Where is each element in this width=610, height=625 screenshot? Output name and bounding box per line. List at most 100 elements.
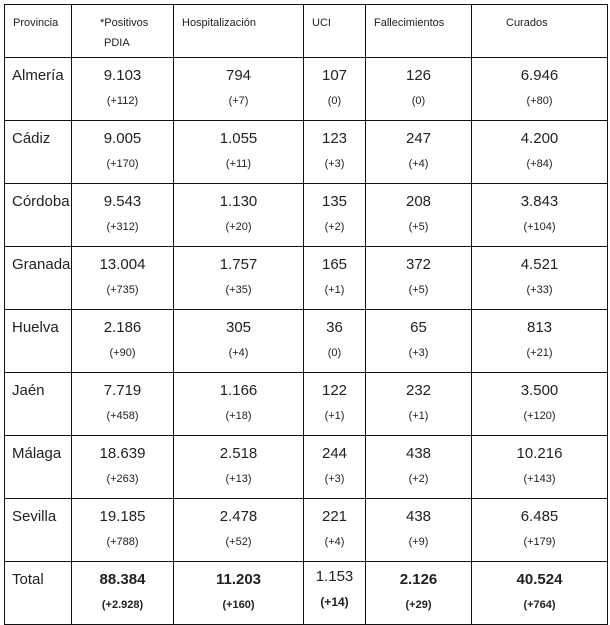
hospitalizacion-change: (+4) [228,347,249,359]
uci-change: (+1) [324,284,345,296]
curados-cell: 6.485 (+179) [471,498,608,562]
province-name: Jaén [4,372,72,436]
uci-change: (0) [327,347,342,359]
table-row: Almería 9.103 (+112) 794 (+7) 107 (0) 126 (0) 6.9… [4,57,608,121]
table-row: Sevilla 19.185 (+788) 2.478 (+52) 221 (+4) 438 (… [4,498,608,562]
uci-value: 36 [326,319,343,336]
positivos-value: 18.639 [99,445,146,462]
curados-value: 3.843 [520,193,559,210]
positivos-value: 13.004 [99,256,146,273]
fallecimientos-value: 438 [405,445,432,462]
hospitalizacion-cell: 1.166 (+18) [173,372,304,436]
fallecimientos-change: (+4) [408,158,429,170]
uci-cell: 36 (0) [303,309,366,373]
province-name: Málaga [4,435,72,499]
fallecimientos-cell: 372 (+5) [365,246,472,310]
positivos-change: (+2.928) [101,599,144,611]
province-name: Total [4,561,72,625]
curados-cell: 10.216 (+143) [471,435,608,499]
curados-cell: 4.521 (+33) [471,246,608,310]
curados-value: 6.485 [520,508,559,525]
positivos-change: (+788) [106,536,139,548]
hospitalizacion-value: 2.478 [219,508,258,525]
curados-value: 813 [526,319,553,336]
hospitalizacion-change: (+18) [225,410,252,422]
curados-value: 3.500 [520,382,559,399]
hospitalizacion-change: (+7) [228,95,249,107]
header-row: Provincia *Positivos PDIA Hospitalización… [4,4,608,58]
hospitalizacion-change: (+52) [225,536,252,548]
fallecimientos-cell: 438 (+9) [365,498,472,562]
positivos-cell: 9.103 (+112) [71,57,174,121]
uci-cell: 107 (0) [303,57,366,121]
uci-cell: 165 (+1) [303,246,366,310]
fallecimientos-change: (+1) [408,410,429,422]
fallecimientos-change: (0) [411,95,426,107]
positivos-cell: 9.005 (+170) [71,120,174,184]
province-name: Sevilla [4,498,72,562]
header-fallecimientos: Fallecimientos [365,4,472,58]
fallecimientos-change: (+5) [408,221,429,233]
curados-cell: 40.524 (+764) [471,561,608,625]
uci-cell: 122 (+1) [303,372,366,436]
fallecimientos-cell: 208 (+5) [365,183,472,247]
fallecimientos-change: (+9) [408,536,429,548]
table-row: Jaén 7.719 (+458) 1.166 (+18) 122 (+1) 232 (+1) 3… [4,372,608,436]
positivos-value: 9.005 [103,130,142,147]
header-hospitalizacion: Hospitalización [173,4,304,58]
uci-value: 244 [321,445,348,462]
fallecimientos-cell: 247 (+4) [365,120,472,184]
hospitalizacion-value: 1.055 [219,130,258,147]
header-curados: Curados [471,4,608,58]
hospitalizacion-value: 1.130 [219,193,258,210]
positivos-change: (+112) [106,95,139,107]
positivos-change: (+312) [106,221,139,233]
hospitalizacion-cell: 794 (+7) [173,57,304,121]
curados-value: 10.216 [516,445,563,462]
curados-cell: 3.843 (+104) [471,183,608,247]
positivos-value: 88.384 [99,571,146,588]
hospitalizacion-cell: 2.518 (+13) [173,435,304,499]
fallecimientos-change: (+29) [405,599,432,611]
uci-cell: 221 (+4) [303,498,366,562]
uci-change: (+2) [324,221,345,233]
province-name: Córdoba [4,183,72,247]
fallecimientos-value: 438 [405,508,432,525]
curados-change: (+104) [523,221,556,233]
curados-change: (+84) [526,158,553,170]
positivos-change: (+735) [106,284,139,296]
uci-value: 107 [321,67,348,84]
curados-cell: 813 (+21) [471,309,608,373]
positivos-cell: 88.384 (+2.928) [71,561,174,625]
curados-change: (+179) [523,536,556,548]
province-name: Granada [4,246,72,310]
uci-value: 221 [321,508,348,525]
positivos-value: 7.719 [103,382,142,399]
positivos-cell: 18.639 (+263) [71,435,174,499]
positivos-cell: 7.719 (+458) [71,372,174,436]
table-row: Málaga 18.639 (+263) 2.518 (+13) 244 (+3) 438 (+… [4,435,608,499]
fallecimientos-value: 232 [405,382,432,399]
curados-change: (+764) [523,599,556,611]
uci-cell: 1.153 (+14) [303,561,366,625]
province-name: Almería [4,57,72,121]
uci-cell: 123 (+3) [303,120,366,184]
fallecimientos-cell: 65 (+3) [365,309,472,373]
curados-value: 4.521 [520,256,559,273]
uci-value: 122 [321,382,348,399]
table-row: Granada 13.004 (+735) 1.757 (+35) 165 (+1) 372 (… [4,246,608,310]
fallecimientos-value: 2.126 [399,571,438,588]
positivos-cell: 9.543 (+312) [71,183,174,247]
header-positivos-line2: PDIA [104,37,130,49]
uci-cell: 135 (+2) [303,183,366,247]
positivos-value: 9.103 [103,67,142,84]
province-name: Huelva [4,309,72,373]
positivos-value: 2.186 [103,319,142,336]
hospitalizacion-value: 305 [225,319,252,336]
header-uci: UCI [303,4,366,58]
uci-cell: 244 (+3) [303,435,366,499]
hospitalizacion-change: (+13) [225,473,252,485]
positivos-change: (+263) [106,473,139,485]
total-row: Total 88.384 (+2.928) 11.203 (+160) 1.153 (+14… [4,561,608,625]
hospitalizacion-value: 1.757 [219,256,258,273]
